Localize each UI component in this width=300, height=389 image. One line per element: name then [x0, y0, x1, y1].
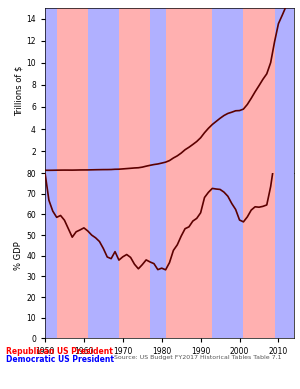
- Bar: [119, 173, 150, 338]
- Bar: [274, 173, 294, 338]
- Y-axis label: % GDP: % GDP: [14, 242, 23, 270]
- Bar: [243, 8, 274, 173]
- Bar: [57, 173, 88, 338]
- Text: Republican US President: Republican US President: [6, 347, 113, 356]
- Bar: [212, 173, 243, 338]
- Y-axis label: Trillions of $: Trillions of $: [15, 65, 24, 116]
- Bar: [150, 173, 166, 338]
- Bar: [150, 8, 166, 173]
- Bar: [88, 8, 119, 173]
- Bar: [57, 8, 88, 173]
- Bar: [88, 173, 119, 338]
- Bar: [166, 8, 212, 173]
- Bar: [274, 8, 294, 173]
- Bar: [166, 173, 212, 338]
- Bar: [212, 8, 243, 173]
- Text: Democratic US President: Democratic US President: [6, 355, 114, 364]
- Bar: [119, 8, 150, 173]
- Bar: [243, 173, 274, 338]
- Text: Source: US Budget FY2017 Historical Tables Table 7.1: Source: US Budget FY2017 Historical Tabl…: [114, 355, 281, 360]
